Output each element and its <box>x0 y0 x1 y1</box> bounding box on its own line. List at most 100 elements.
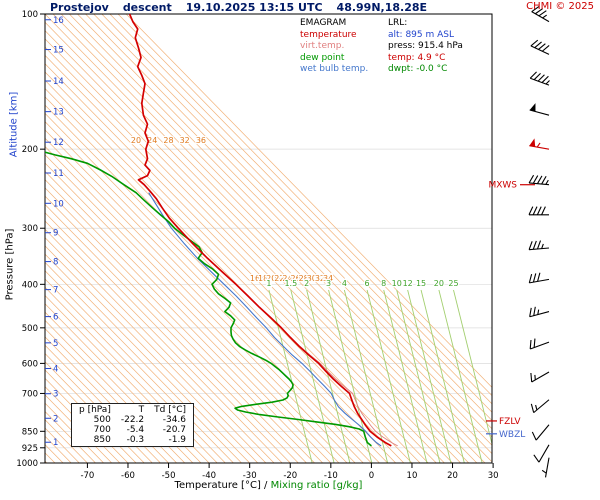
svg-text:-40: -40 <box>202 471 216 481</box>
svg-text:25: 25 <box>448 279 458 288</box>
lrl-title: LRL: <box>388 18 408 28</box>
svg-text:30: 30 <box>488 471 499 481</box>
svg-text:-50: -50 <box>162 471 176 481</box>
axis-ticks: 1002003004005006007008509251000161514131… <box>16 10 498 481</box>
lrl-dewpoint: dwpt: -0.0 °C <box>388 64 448 74</box>
x-axis-title-temperature: Temperature [°C] <box>174 480 261 491</box>
svg-text:3: 3 <box>326 279 331 288</box>
lrl-temperature: temp: 4.9 °C <box>388 52 446 63</box>
table-cell: 700 <box>93 425 111 435</box>
svg-text:-10: -10 <box>324 471 338 481</box>
grid-lines <box>45 14 492 463</box>
svg-text:10: 10 <box>392 279 402 288</box>
svg-text:-30: -30 <box>243 471 257 481</box>
svg-text:925: 925 <box>22 444 38 454</box>
lrl-altitude: alt: 895 m ASL <box>388 29 454 40</box>
svg-text:22: 22 <box>274 274 284 283</box>
x-axis-title-separator: / <box>260 480 271 491</box>
svg-text:30: 30 <box>307 274 317 283</box>
table-header-row: p [hPa] T Td [°C] <box>74 405 191 415</box>
table-cell: 850 <box>93 435 111 445</box>
wetbulb-curve <box>148 192 382 447</box>
table-row: 850 -0.3 -1.9 <box>74 435 191 445</box>
page-title: Prostejov descent 19.10.2025 13:15 UTC 4… <box>50 1 427 14</box>
y-axis-title-altitude: Altitude [km] <box>8 91 20 158</box>
svg-text:28: 28 <box>299 274 309 283</box>
svg-text:10: 10 <box>407 471 418 481</box>
svg-text:MXWS: MXWS <box>488 181 517 191</box>
svg-text:12: 12 <box>403 279 413 288</box>
svg-text:20: 20 <box>266 274 276 283</box>
svg-text:100: 100 <box>22 10 38 20</box>
svg-text:WBZL: WBZL <box>499 430 525 440</box>
legend-item: temperature <box>300 29 357 40</box>
svg-text:700: 700 <box>22 389 38 399</box>
table-cell: -5.4 <box>126 425 145 435</box>
svg-text:2: 2 <box>304 279 309 288</box>
svg-text:2: 2 <box>53 414 58 424</box>
svg-text:600: 600 <box>22 359 38 369</box>
svg-text:16: 16 <box>250 274 260 283</box>
svg-text:15: 15 <box>53 46 64 56</box>
svg-text:32: 32 <box>180 136 190 145</box>
svg-text:500: 500 <box>22 324 38 334</box>
table-header-cell: Td [°C] <box>154 405 187 415</box>
table-header-cell: T <box>138 405 145 415</box>
table-cell: -20.7 <box>162 425 187 435</box>
svg-text:15: 15 <box>416 279 426 288</box>
svg-text:12: 12 <box>53 138 64 148</box>
svg-text:20: 20 <box>447 471 458 481</box>
table-cell: -34.6 <box>162 415 187 425</box>
sounding-datetime: 19.10.2025 13:15 UTC <box>185 1 323 14</box>
copyright-notice: CHMI © 2025 <box>526 1 594 12</box>
svg-text:32: 32 <box>315 274 325 283</box>
x-axis-title-mixing-ratio: Mixing ratio [g/kg] <box>270 480 363 491</box>
titlebar: Prostejov descent 19.10.2025 13:15 UTC 4… <box>0 0 600 14</box>
legend-box: EMAGRAM temperature virt.temp. dew point we… <box>296 17 373 77</box>
sounding-type: descent <box>122 1 172 14</box>
svg-text:1: 1 <box>53 438 58 448</box>
svg-text:10: 10 <box>53 199 64 209</box>
x-axis-title: Temperature [°C] / Mixing ratio [g/kg] <box>45 480 492 491</box>
dewpoint-curve <box>45 151 372 447</box>
svg-text:7: 7 <box>53 286 58 296</box>
svg-text:4: 4 <box>342 279 347 288</box>
svg-text:200: 200 <box>22 145 38 155</box>
legend-item: virt.temp. <box>300 41 345 51</box>
legend-item: dew point <box>300 52 345 63</box>
table-cell: 500 <box>93 415 111 425</box>
svg-text:36: 36 <box>196 136 206 145</box>
lrl-pressure: press: 915.4 hPa <box>388 41 463 51</box>
svg-text:34: 34 <box>323 274 333 283</box>
svg-text:16: 16 <box>53 16 64 26</box>
plot-border <box>44 13 493 464</box>
wind-barbs <box>528 6 550 478</box>
svg-text:8: 8 <box>53 258 58 268</box>
svg-text:18: 18 <box>258 274 268 283</box>
legend-item: wet bulb temp. <box>300 64 369 74</box>
levels-table: p [hPa] T Td [°C] 500 -22.2 -34.6 700 -5.4 -20.7… <box>71 403 195 447</box>
lrl-box: LRL: alt: 895 m ASL press: 915.4 hPa tem… <box>384 17 467 77</box>
table-cell: -0.3 <box>126 435 145 445</box>
svg-text:20: 20 <box>434 279 444 288</box>
svg-text:14: 14 <box>53 77 64 87</box>
station-coordinates: 48.99N,18.28E <box>336 1 428 14</box>
svg-text:0: 0 <box>369 471 374 481</box>
legend-items: temperature virt.temp. dew point wet bulb t… <box>300 30 368 76</box>
svg-text:20: 20 <box>131 136 141 145</box>
svg-text:4: 4 <box>53 365 58 375</box>
svg-text:-20: -20 <box>283 471 297 481</box>
y-axis-title-pressure: Pressure [hPa] <box>4 228 16 301</box>
svg-text:400: 400 <box>22 280 38 290</box>
svg-text:28: 28 <box>163 136 173 145</box>
svg-text:1: 1 <box>266 279 271 288</box>
svg-text:-70: -70 <box>80 471 94 481</box>
svg-text:9: 9 <box>53 229 58 239</box>
svg-text:13: 13 <box>53 108 64 118</box>
table-row: 500 -22.2 -34.6 <box>74 415 191 425</box>
station-name: Prostejov <box>50 1 109 14</box>
svg-text:-60: -60 <box>121 471 135 481</box>
